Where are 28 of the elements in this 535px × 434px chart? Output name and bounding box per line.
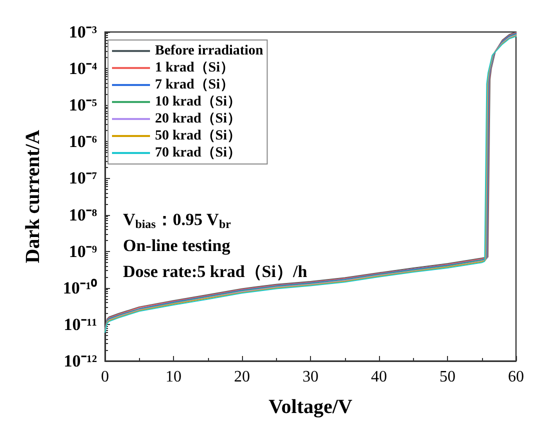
annotation: Dose rate:5 krad（Si）/h <box>123 262 308 281</box>
x-tick-label: 60 <box>508 368 524 386</box>
legend-label: 20 krad（Si） <box>155 112 241 126</box>
annotation: On-line testing <box>123 236 231 255</box>
y-tick-label: 10⁻⁵ <box>68 96 97 115</box>
y-tick-label: 10⁻¹² <box>64 352 97 370</box>
y-tick-label: 10⁻¹¹ <box>64 314 97 334</box>
y-tick-label: 10⁻⁴ <box>68 59 97 78</box>
legend-label: 70 krad（Si） <box>155 146 241 160</box>
x-axis-title: Voltage/V <box>268 396 353 418</box>
x-tick-label: 50 <box>440 368 456 386</box>
legend-label: Before irradiation <box>155 44 264 58</box>
legend-label: 1 krad（Si） <box>155 60 234 76</box>
y-tick-label: 10⁻⁷ <box>68 168 97 188</box>
y-tick-label: 10⁻⁸ <box>68 205 97 224</box>
y-tick-label: 10⁻⁹ <box>68 242 97 261</box>
x-tick-label: 40 <box>371 368 387 386</box>
y-axis-title: Dark current/A <box>22 129 44 264</box>
y-tick-label: 10⁻⁶ <box>68 132 97 152</box>
x-tick-label: 30 <box>302 368 318 386</box>
y-tick-label: 10⁻³ <box>68 22 97 42</box>
x-tick-label: 20 <box>234 368 250 386</box>
x-tick-label: 10 <box>166 368 182 386</box>
legend-label: 7 krad（Si） <box>155 78 234 92</box>
legend-label: 10 krad（Si） <box>155 94 241 110</box>
legend-label: 50 krad（Si） <box>155 128 241 144</box>
y-tick-label: 10⁻¹⁰ <box>62 278 97 298</box>
x-tick-label: 0 <box>101 368 109 386</box>
